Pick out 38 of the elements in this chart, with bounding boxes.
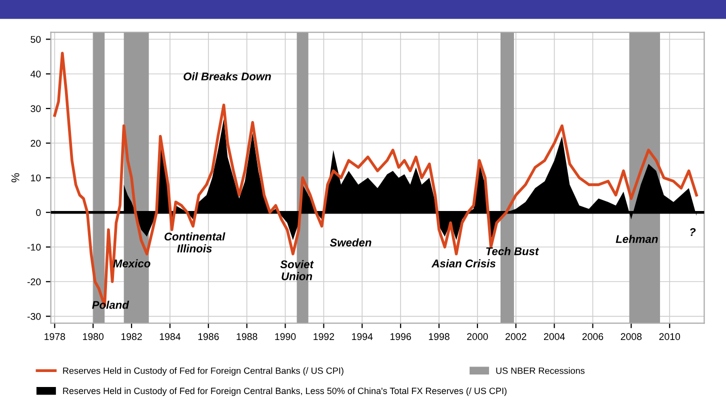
- x-tick-label: 2002: [506, 333, 526, 340]
- x-tick-label: 1996: [390, 333, 411, 340]
- x-tick-label: 1994: [352, 333, 373, 340]
- annotation: Sweden: [330, 238, 372, 246]
- legend-label: Reserves Held in Custody of Fed for Foreign Central Banks, Less 50% of China's Total FX Reserves (/ US CPI): [63, 387, 506, 396]
- x-tick-label: 1982: [121, 333, 142, 340]
- x-tick-label: 1998: [428, 333, 450, 340]
- annotation: Oil Breaks Down: [184, 72, 271, 80]
- annotation: Tech Bust: [486, 247, 540, 256]
- y-tick-label: -20: [27, 278, 41, 286]
- annotation: Soviet Union: [280, 260, 314, 280]
- x-tick-label: 1986: [198, 333, 219, 340]
- x-tick-label: 1992: [314, 333, 334, 340]
- x-tick-label: 1984: [160, 333, 180, 340]
- annotation: Continental Illinois: [164, 232, 226, 252]
- y-tick-label: -10: [27, 244, 41, 251]
- y-tick-label: 20: [30, 140, 41, 147]
- y-tick-label: 50: [30, 36, 41, 43]
- x-tick-label: 1980: [83, 333, 104, 340]
- x-tick-label: 1988: [236, 333, 258, 340]
- y-tick-label: 10: [31, 174, 41, 182]
- y-tick-label: 30: [30, 105, 41, 112]
- x-tick-label: 2004: [544, 333, 565, 340]
- x-tick-label: 2006: [582, 333, 604, 340]
- x-tick-label: 2008: [620, 333, 642, 340]
- x-tick-label: 1990: [275, 333, 296, 340]
- x-tick-label: 2010: [659, 333, 680, 340]
- annotation: ?: [690, 228, 696, 236]
- annotation: Asian Crisis: [431, 259, 496, 268]
- y-tick-label: 40: [30, 70, 41, 78]
- line-series: [53, 52, 698, 308]
- y-tick-label: -30: [27, 313, 41, 320]
- x-tick-label: 1978: [44, 333, 66, 340]
- x-tick-label: 2000: [467, 333, 488, 340]
- legend-label: US NBER Recessions: [496, 367, 585, 374]
- y-tick-label: 0: [36, 209, 41, 216]
- legend-label: Reserves Held in Custody of Fed for Foreign Central Banks (/ US CPI): [63, 367, 344, 376]
- y-axis-title: %: [11, 173, 20, 182]
